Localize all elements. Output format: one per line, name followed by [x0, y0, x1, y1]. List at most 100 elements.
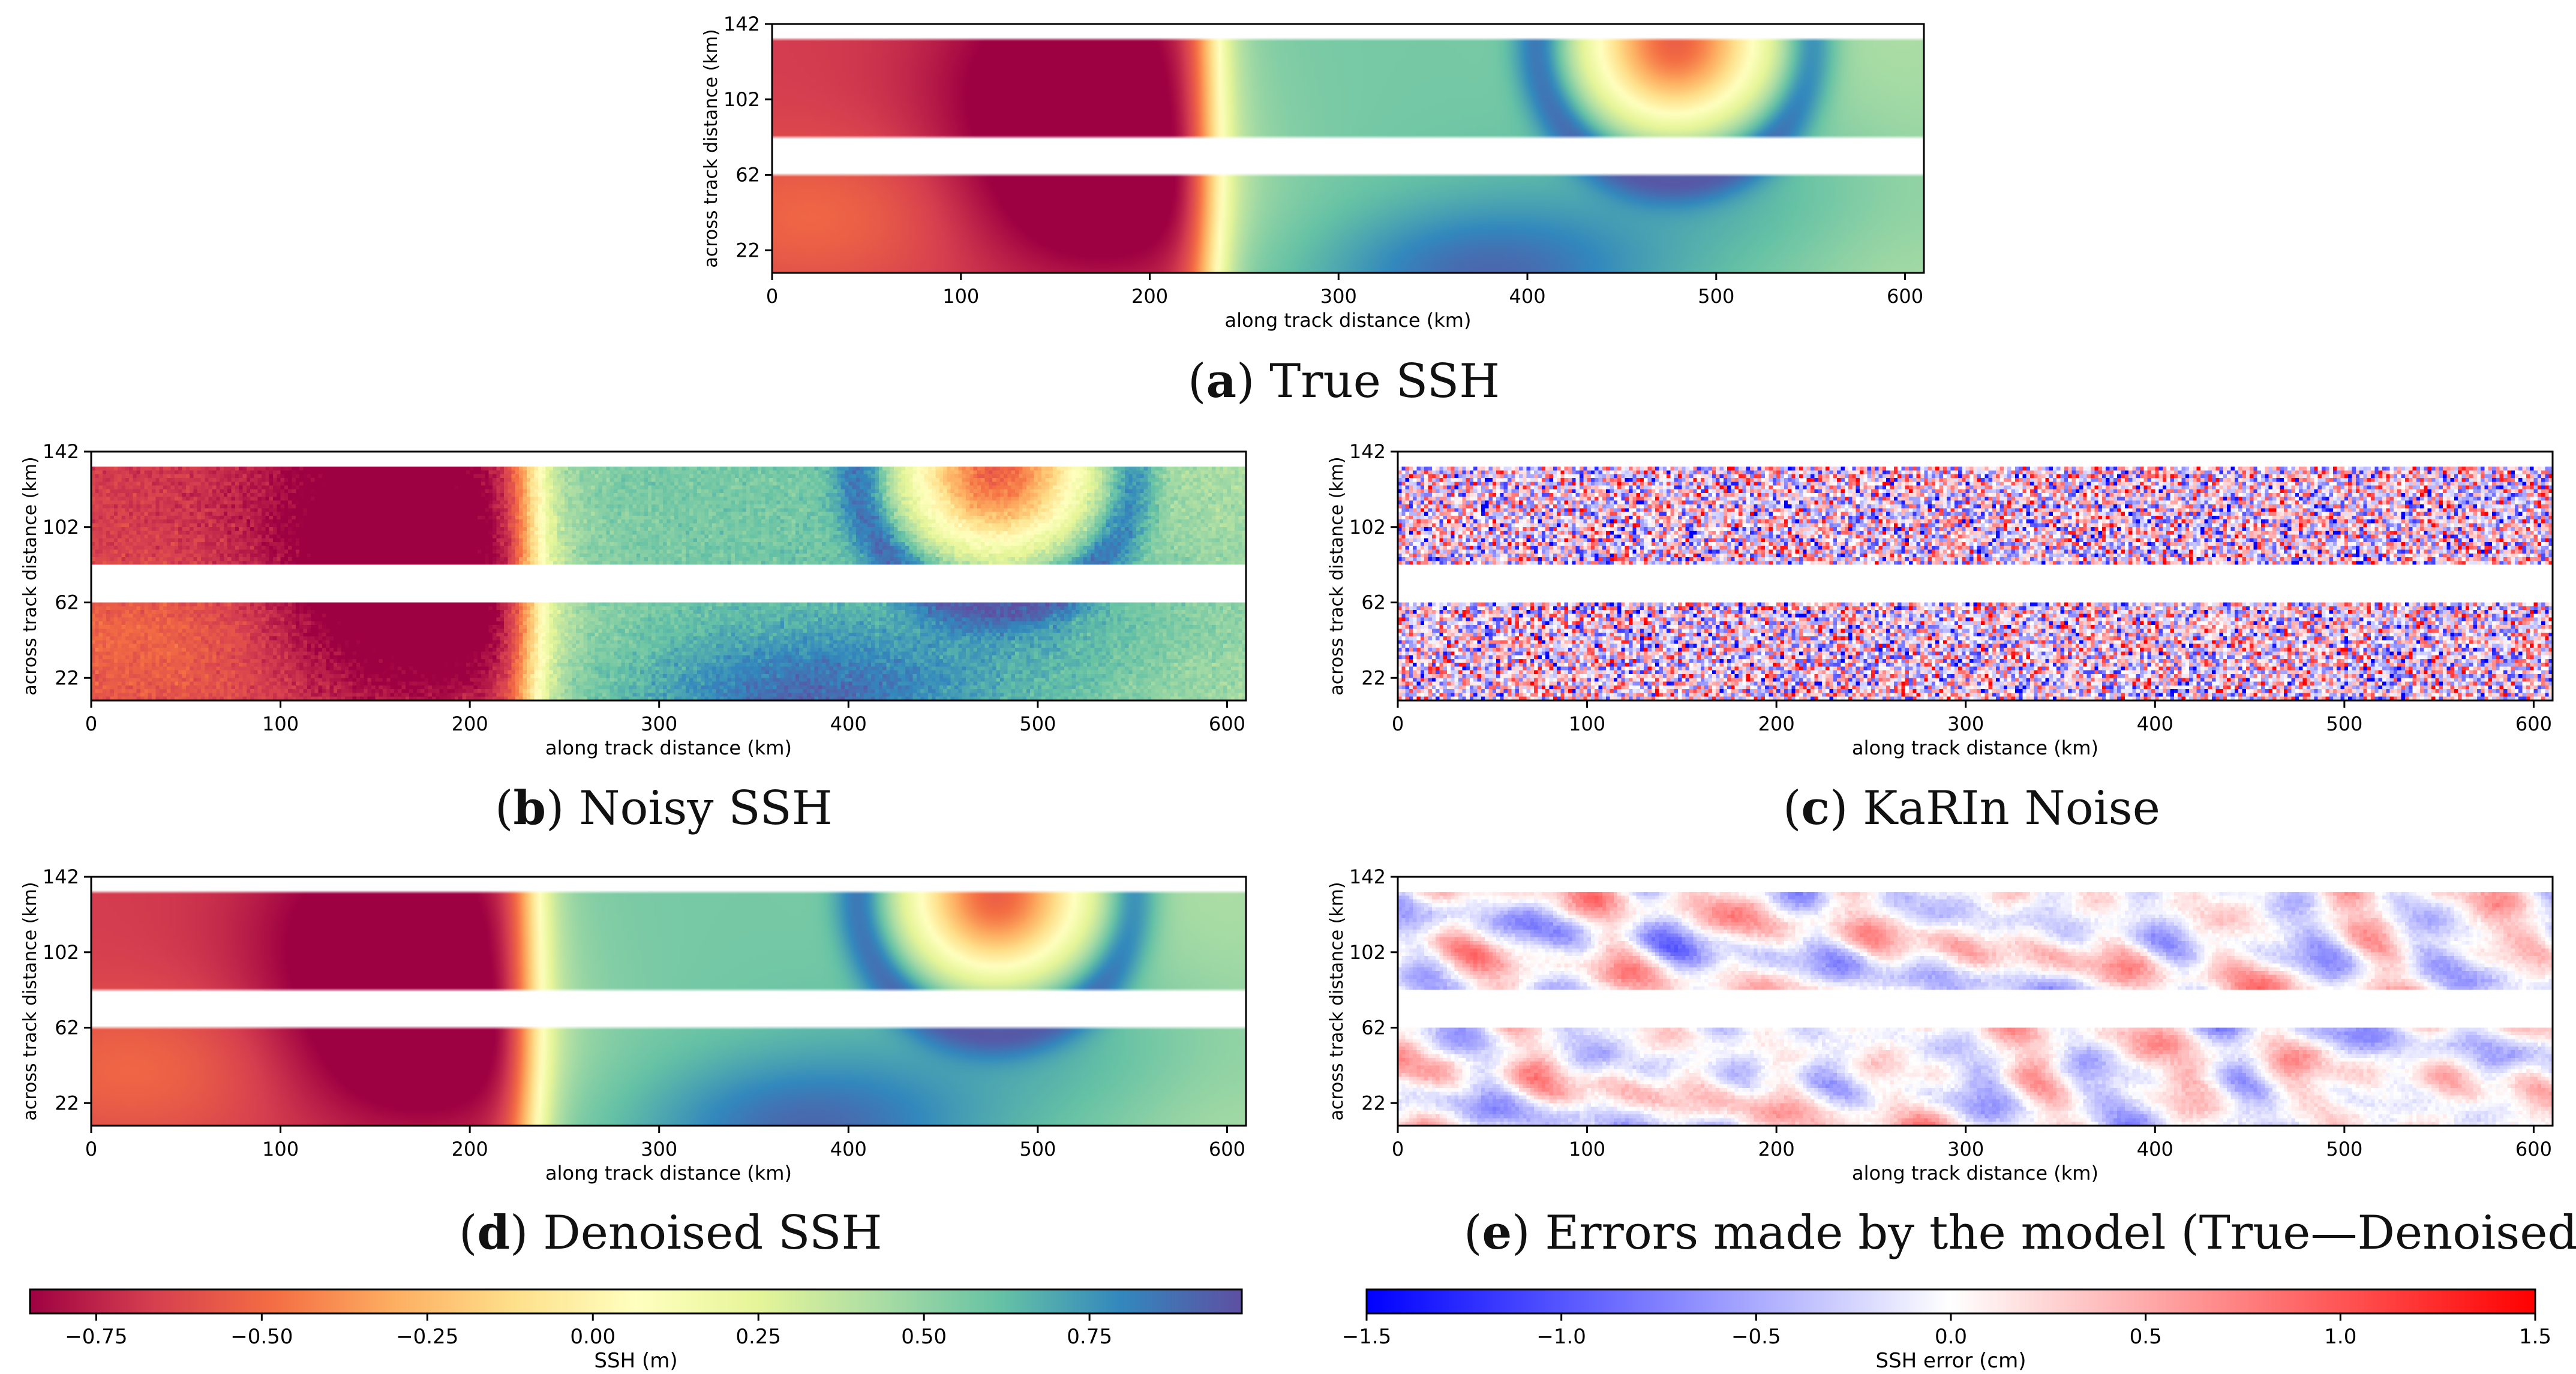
x-tick-label-d-3: 300: [641, 1138, 677, 1160]
panel-e: 0 100 200 300 400 500 600 22 62 102 142 along track…: [1326, 865, 2554, 1184]
x-tick-label-a-0: 0: [766, 285, 778, 308]
colorbar-tick-label-err-6: 1.5: [2519, 1325, 2551, 1349]
y-tick-label-d-1: 62: [55, 1017, 79, 1039]
x-tick-label-a-1: 100: [942, 285, 979, 308]
x-tick-label-d-5: 500: [1019, 1138, 1056, 1160]
y-tick-label-a-1: 62: [735, 164, 760, 187]
panel-d: 0 100 200 300 400 500 600 22 62 102 142 along track…: [20, 865, 1247, 1184]
colorbar-label-ssh: SSH (m): [594, 1349, 677, 1373]
y-tick-label-e-2: 102: [1349, 941, 1386, 964]
x-tick-label-a-6: 600: [1887, 285, 1923, 308]
colorbar-tick-label-err-0: −1.5: [1342, 1325, 1392, 1349]
y-tick-label-b-2: 102: [43, 516, 79, 539]
colorbar-tick-label-err-5: 1.0: [2324, 1325, 2356, 1349]
y-axis-label-d: across track distance (km): [20, 882, 41, 1120]
y-tick-label-c-3: 142: [1349, 440, 1386, 463]
y-tick-label-d-0: 22: [55, 1092, 79, 1114]
x-tick-label-d-2: 200: [452, 1138, 488, 1160]
y-tick-label-b-0: 22: [55, 666, 79, 689]
x-tick-label-e-1: 100: [1569, 1138, 1605, 1160]
x-tick-label-c-6: 600: [2515, 712, 2552, 735]
x-tick-label-e-2: 200: [1758, 1138, 1795, 1160]
y-axis-label-e: across track distance (km): [1326, 882, 1347, 1120]
caption-d: (d) Denoised SSH: [459, 1205, 882, 1260]
y-tick-label-b-1: 62: [55, 591, 79, 614]
x-axis-label-a: along track distance (km): [1225, 309, 1472, 332]
axes-frame-c: [1397, 450, 2554, 702]
y-tick-label-c-0: 22: [1361, 666, 1386, 689]
x-tick-label-b-5: 500: [1019, 712, 1056, 735]
colorbar-err: −1.5 −1.0 −0.5 0.0 0.5 1.0 1.5 SSH error (cm): [1342, 1288, 2551, 1373]
x-tick-label-c-1: 100: [1569, 712, 1605, 735]
colorbar-ssh: −0.75 −0.50 −0.25 0.00 0.25 0.50 0.75 SSH (m): [29, 1288, 1243, 1373]
x-tick-label-c-0: 0: [1392, 712, 1404, 735]
heatmap-image-e: [1398, 877, 2553, 1126]
x-tick-label-d-4: 400: [830, 1138, 867, 1160]
x-tick-label-c-2: 200: [1758, 712, 1795, 735]
colorbar-tick-label-err-2: −0.5: [1731, 1325, 1781, 1349]
axes-frame-e: [1397, 876, 2554, 1127]
colorbar-tick-label-ssh-3: 0.00: [570, 1325, 616, 1349]
x-tick-label-b-0: 0: [85, 712, 97, 735]
x-tick-label-a-3: 300: [1320, 285, 1357, 308]
heatmap-image-d: [91, 877, 1246, 1126]
y-axis-label-c: across track distance (km): [1326, 456, 1347, 695]
colorbar-tick-label-ssh-1: −0.50: [230, 1325, 293, 1349]
x-tick-label-e-4: 400: [2137, 1138, 2173, 1160]
y-tick-label-a-2: 102: [723, 88, 760, 111]
x-tick-label-c-3: 300: [1947, 712, 1984, 735]
x-tick-label-b-2: 200: [452, 712, 488, 735]
x-axis-label-d: along track distance (km): [545, 1162, 792, 1184]
y-tick-label-a-3: 142: [723, 13, 760, 35]
colorbar-tick-label-ssh-2: −0.25: [396, 1325, 458, 1349]
panel-c: 0 100 200 300 400 500 600 22 62 102 142 along track…: [1326, 440, 2554, 759]
x-tick-label-e-3: 300: [1947, 1138, 1984, 1160]
panel-b: 0 100 200 300 400 500 600 22 62 102 142 along track…: [20, 440, 1247, 759]
axes-frame-a: [771, 23, 1925, 274]
colorbar-label-err: SSH error (cm): [1876, 1349, 2026, 1373]
x-tick-label-c-4: 400: [2137, 712, 2173, 735]
x-tick-label-d-6: 600: [1209, 1138, 1245, 1160]
x-tick-label-e-6: 600: [2515, 1138, 2552, 1160]
heatmap-image-a: [772, 24, 1924, 273]
caption-e: (e) Errors made by the model (True—Denoi…: [1464, 1205, 2576, 1260]
y-tick-label-d-3: 142: [43, 865, 79, 888]
colorbar-tick-label-ssh-5: 0.50: [901, 1325, 947, 1349]
colorbar-gradient-err: [1365, 1288, 2536, 1315]
colorbar-tick-label-err-1: −1.0: [1536, 1325, 1586, 1349]
x-tick-label-b-4: 400: [830, 712, 867, 735]
x-tick-label-d-0: 0: [85, 1138, 97, 1160]
y-tick-label-d-2: 102: [43, 941, 79, 964]
y-tick-label-b-3: 142: [43, 440, 79, 463]
y-tick-label-e-1: 62: [1361, 1017, 1386, 1039]
y-axis-label-b: across track distance (km): [20, 456, 41, 695]
colorbar-tick-label-err-3: 0.0: [1935, 1325, 1967, 1349]
x-tick-label-b-6: 600: [1209, 712, 1245, 735]
x-tick-label-b-1: 100: [262, 712, 299, 735]
heatmap-image-c: [1398, 452, 2553, 700]
x-tick-label-a-2: 200: [1131, 285, 1168, 308]
x-tick-label-d-1: 100: [262, 1138, 299, 1160]
x-tick-label-c-5: 500: [2326, 712, 2362, 735]
y-tick-label-c-1: 62: [1361, 591, 1386, 614]
x-tick-label-a-5: 500: [1698, 285, 1734, 308]
y-tick-label-e-0: 22: [1361, 1092, 1386, 1114]
axes-frame-b: [90, 450, 1247, 702]
axes-frame-d: [90, 876, 1247, 1127]
x-tick-label-a-4: 400: [1509, 285, 1545, 308]
y-axis-label-a: across track distance (km): [701, 29, 722, 267]
panels: 0 100 200 300 400 500 600 22 62 102 142 along track…: [20, 13, 2554, 1184]
caption-c: (c) KaRIn Noise: [1783, 781, 2160, 835]
x-tick-label-e-5: 500: [2326, 1138, 2362, 1160]
colorbar-tick-label-ssh-4: 0.25: [735, 1325, 781, 1349]
colorbar-tick-label-ssh-6: 0.75: [1067, 1325, 1112, 1349]
x-tick-label-e-0: 0: [1392, 1138, 1404, 1160]
colorbar-tick-label-ssh-0: −0.75: [65, 1325, 127, 1349]
panel-a: 0 100 200 300 400 500 600 22 62 102 142 along track…: [701, 13, 1925, 332]
y-tick-label-c-2: 102: [1349, 516, 1386, 539]
colorbar-tick-label-err-4: 0.5: [2130, 1325, 2162, 1349]
x-axis-label-b: along track distance (km): [545, 736, 792, 759]
y-tick-label-a-0: 22: [735, 239, 760, 261]
caption-a: (a) True SSH: [1188, 354, 1500, 408]
